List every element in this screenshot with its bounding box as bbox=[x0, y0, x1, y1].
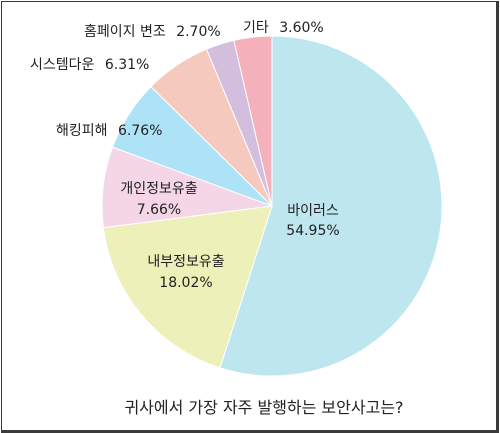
pie-slices bbox=[101, 35, 443, 377]
chart-title: 귀사에서 가장 자주 발행하는 보안사고는? bbox=[124, 398, 403, 417]
label-internal-leak-name: 내부정보유출 bbox=[147, 254, 224, 270]
label-hacking: 해킹피해 6.76% bbox=[56, 123, 162, 139]
label-hacking-value: 6.76% bbox=[118, 123, 162, 139]
label-etc-value: 3.60% bbox=[279, 20, 323, 36]
label-virus-name: 바이러스 bbox=[287, 203, 339, 219]
slice-virus bbox=[219, 35, 443, 377]
slice-etc bbox=[233, 35, 273, 207]
label-personal-leak-value: 7.66% bbox=[137, 202, 181, 218]
label-homepage-value: 2.70% bbox=[176, 24, 220, 40]
label-etc-name: 기타 bbox=[243, 20, 269, 36]
label-hacking-name: 해킹피해 bbox=[56, 123, 108, 139]
label-system-down-name: 시스템다운 bbox=[30, 57, 95, 73]
slice-internal-leak bbox=[102, 205, 273, 369]
label-homepage: 홈페이지 변조 2.70% bbox=[84, 24, 221, 40]
label-personal-leak-name: 개인정보유출 bbox=[120, 181, 197, 197]
label-homepage-name: 홈페이지 변조 bbox=[84, 24, 166, 40]
label-etc: 기타 3.60% bbox=[243, 20, 324, 36]
label-virus-value: 54.95% bbox=[286, 223, 339, 239]
label-internal-leak-value: 18.02% bbox=[159, 275, 212, 291]
label-system-down-value: 6.31% bbox=[105, 57, 149, 73]
label-system-down: 시스템다운 6.31% bbox=[30, 57, 149, 73]
